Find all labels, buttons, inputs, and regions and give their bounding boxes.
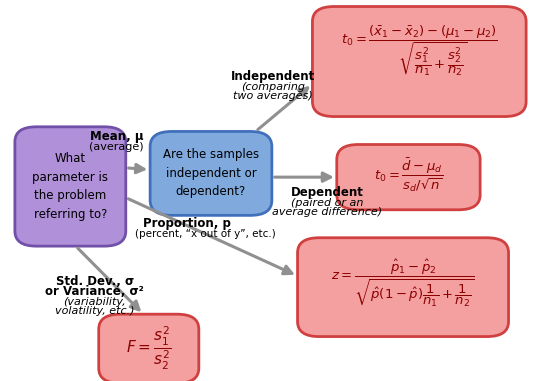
Text: average difference): average difference): [272, 207, 382, 217]
Text: Dependent: Dependent: [291, 186, 364, 199]
Text: $t_0 = \dfrac{\bar{d} - \mu_d}{s_d / \sqrt{n}}$: $t_0 = \dfrac{\bar{d} - \mu_d}{s_d / \sq…: [374, 157, 443, 194]
Text: (average): (average): [89, 142, 143, 152]
FancyBboxPatch shape: [337, 144, 480, 210]
Text: (percent, “x out of y”, etc.): (percent, “x out of y”, etc.): [135, 229, 276, 239]
Text: (paired or an: (paired or an: [291, 198, 364, 208]
Text: or Variance, σ²: or Variance, σ²: [45, 285, 144, 298]
Text: (variability,: (variability,: [63, 297, 126, 307]
Text: Mean, μ: Mean, μ: [90, 130, 143, 142]
Text: Std. Dev., σ: Std. Dev., σ: [56, 275, 134, 288]
Text: $t_0 = \dfrac{(\bar{x}_1 - \bar{x}_2) - (\mu_1 - \mu_2)}{\sqrt{\dfrac{s_1^2}{n_1: $t_0 = \dfrac{(\bar{x}_1 - \bar{x}_2) - …: [341, 23, 498, 78]
Text: Are the samples
independent or
dependent?: Are the samples independent or dependent…: [163, 149, 259, 199]
FancyBboxPatch shape: [15, 127, 126, 246]
Text: Proportion, p: Proportion, p: [143, 217, 230, 230]
FancyBboxPatch shape: [313, 6, 526, 117]
FancyBboxPatch shape: [298, 238, 509, 336]
Text: What
parameter is
the problem
referring to?: What parameter is the problem referring …: [32, 152, 108, 221]
Text: volatility, etc.): volatility, etc.): [55, 306, 134, 316]
Text: $F = \dfrac{s_1^2}{s_2^2}$: $F = \dfrac{s_1^2}{s_2^2}$: [126, 325, 171, 372]
Text: Independent: Independent: [231, 70, 315, 83]
FancyBboxPatch shape: [150, 131, 272, 215]
Text: (comparing: (comparing: [241, 82, 305, 91]
Text: two averages): two averages): [233, 91, 313, 101]
FancyBboxPatch shape: [99, 314, 199, 381]
Text: $z = \dfrac{\hat{p}_1 - \hat{p}_2}{\sqrt{\hat{p}(1-\hat{p})\dfrac{1}{n_1} + \dfr: $z = \dfrac{\hat{p}_1 - \hat{p}_2}{\sqrt…: [331, 258, 475, 309]
